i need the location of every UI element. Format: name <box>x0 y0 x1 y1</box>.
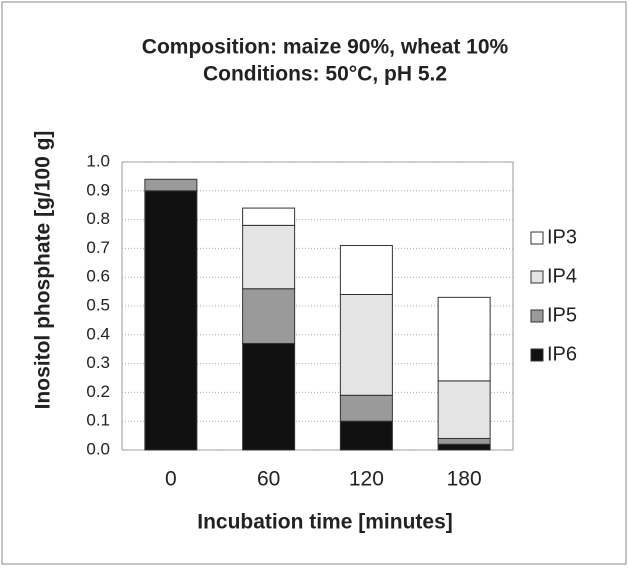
y-tick-label: 0.0 <box>86 439 110 458</box>
y-tick-label: 0.3 <box>86 353 110 372</box>
bar-segment <box>339 420 393 451</box>
y-tick-label: 0.1 <box>86 411 110 430</box>
legend-swatch <box>530 309 544 323</box>
y-tick-label: 0.6 <box>86 267 110 286</box>
bar-segment <box>437 443 491 451</box>
bar-segment <box>437 380 491 439</box>
y-tick-label: 0.9 <box>86 180 110 199</box>
x-tick-label: 180 <box>447 468 482 491</box>
bar-segment <box>144 190 198 451</box>
y-tick-label: 0.7 <box>86 238 110 257</box>
y-tick-label: 0.8 <box>86 209 110 228</box>
chart-title: Composition: maize 90%, wheat 10% <box>142 36 509 59</box>
legend-label: IP4 <box>547 265 577 287</box>
chart-subtitle: Conditions: 50°C, pH 5.2 <box>203 63 447 86</box>
legend-swatch <box>530 270 544 284</box>
bar-segment <box>242 342 296 451</box>
x-tick-label: 0 <box>165 468 177 491</box>
x-tick-label: 120 <box>349 468 384 491</box>
bar-segment <box>339 245 393 295</box>
bar-segment <box>339 394 393 422</box>
legend-swatch <box>530 231 544 245</box>
bar-segment <box>144 178 198 192</box>
bar-segment <box>437 296 491 382</box>
bar-segment <box>242 207 296 226</box>
bar-segment <box>242 224 296 290</box>
legend-label: IP6 <box>547 343 577 365</box>
legend-swatch <box>530 348 544 362</box>
bar-segment <box>437 437 491 445</box>
x-axis-label: Incubation time [minutes] <box>197 511 453 534</box>
y-tick-label: 0.2 <box>86 382 110 401</box>
x-tick-label: 60 <box>257 468 280 491</box>
legend-label: IP3 <box>547 226 577 248</box>
y-axis-label: Inositol phosphate [g/100 g] <box>32 131 55 410</box>
y-tick-label: 0.4 <box>86 324 110 343</box>
legend-label: IP5 <box>547 304 577 326</box>
y-tick-label: 1.0 <box>86 151 110 170</box>
bar-segment <box>242 288 296 344</box>
y-tick-label: 0.5 <box>86 295 110 314</box>
bar-segment <box>339 293 393 396</box>
